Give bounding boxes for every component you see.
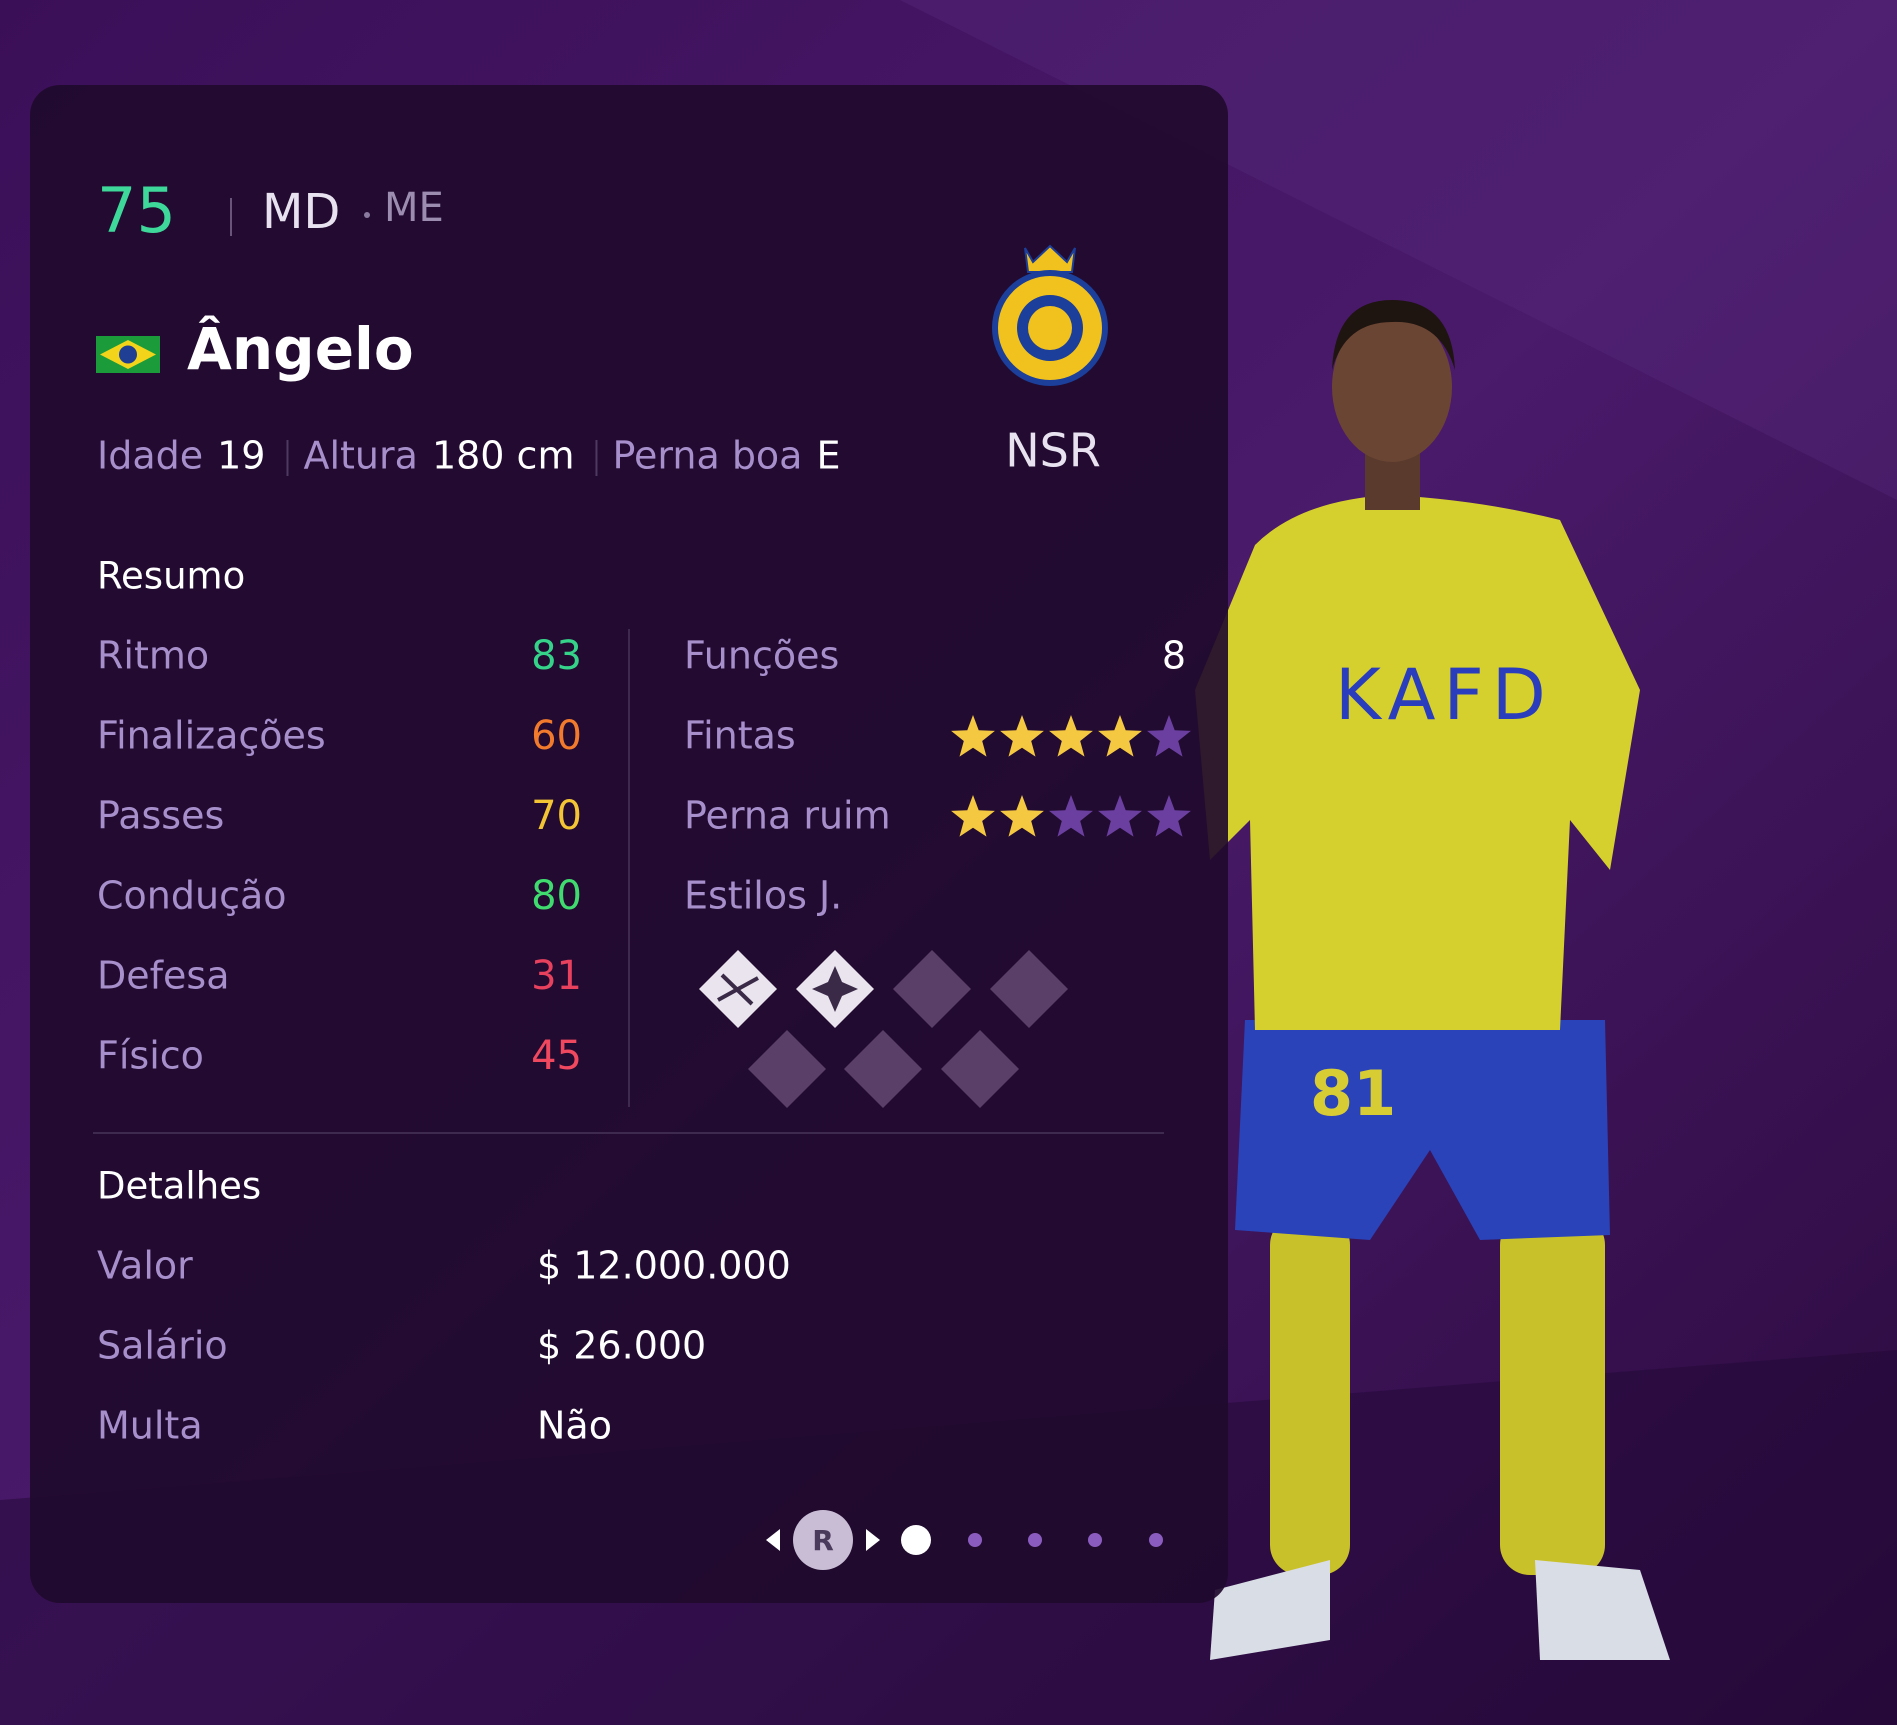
- detail-label: Salário: [97, 1324, 228, 1368]
- position: MD: [262, 184, 340, 240]
- stat-label: Condução: [97, 874, 287, 918]
- stat-label: Físico: [97, 1034, 204, 1078]
- club-crest: [992, 244, 1108, 386]
- weak-foot-label: Perna ruim: [684, 794, 891, 838]
- section-title: Resumo: [97, 555, 245, 598]
- page-dot[interactable]: [901, 1525, 931, 1555]
- star: [1098, 795, 1142, 837]
- star: [1098, 715, 1142, 757]
- stat-value: 45: [531, 1033, 582, 1079]
- info-value: E: [816, 434, 840, 478]
- stat-value: 31: [531, 953, 582, 999]
- stat-label: Defesa: [97, 954, 229, 998]
- star: [951, 715, 995, 757]
- stat-label: Ritmo: [97, 634, 209, 678]
- roles-value: 8: [1162, 634, 1186, 678]
- svg-text:KAFD: KAFD: [1335, 654, 1554, 736]
- pager: R: [766, 1510, 1163, 1570]
- player-figure: 81 KAFD: [1195, 300, 1670, 1660]
- svg-text:81: 81: [1310, 1057, 1396, 1130]
- stats-list: Ritmo 83 Finalizações 60 Passes 70 Condução 80 D…: [97, 633, 582, 1079]
- star: [1147, 795, 1191, 837]
- star-ratings: [951, 715, 1191, 837]
- star: [951, 795, 995, 837]
- stat-value: 70: [531, 793, 582, 839]
- stat-value: 80: [531, 873, 582, 919]
- info-label: Perna boa: [612, 434, 802, 478]
- r-button[interactable]: [793, 1510, 853, 1570]
- info-label: Altura: [303, 434, 417, 478]
- section-title: Detalhes: [97, 1165, 261, 1208]
- detail-label: Multa: [97, 1404, 203, 1448]
- star: [1000, 715, 1044, 757]
- playstyles: [699, 950, 1068, 1108]
- stat-label: Finalizações: [97, 714, 326, 758]
- page-dot[interactable]: [1088, 1533, 1102, 1547]
- info-label: Idade: [97, 434, 203, 478]
- detail-value: Não: [537, 1404, 612, 1448]
- info-value: 19: [217, 434, 265, 478]
- info-row: Idade 19 Altura 180 cm Perna boa E: [97, 434, 840, 478]
- stat-label: Passes: [97, 794, 224, 838]
- info-value: 180 cm: [432, 434, 575, 478]
- star: [1049, 795, 1093, 837]
- separator-dot: [364, 212, 370, 218]
- player-name: Ângelo: [187, 314, 414, 383]
- details-list: Valor $ 12.000.000 Salário $ 26.000 Multa Não: [97, 1244, 791, 1448]
- roles-label: Funções: [684, 634, 839, 678]
- page-dot[interactable]: [1028, 1533, 1042, 1547]
- star: [1000, 795, 1044, 837]
- prev-arrow[interactable]: [766, 1529, 780, 1551]
- flag: [96, 336, 160, 373]
- stat-value: 60: [531, 713, 582, 759]
- alt-position: ME: [384, 185, 444, 231]
- stat-value: 83: [531, 633, 582, 679]
- detail-label: Valor: [97, 1244, 193, 1288]
- star: [1147, 715, 1191, 757]
- page-dot[interactable]: [968, 1533, 982, 1547]
- detail-value: $ 12.000.000: [537, 1244, 791, 1288]
- detail-value: $ 26.000: [537, 1324, 706, 1368]
- playstyles-label: Estilos J.: [684, 874, 842, 918]
- r-button-label: R: [812, 1524, 834, 1557]
- page-dot[interactable]: [1149, 1533, 1163, 1547]
- skill-moves-label: Fintas: [684, 714, 796, 758]
- club-name: NSR: [1005, 424, 1101, 478]
- overall-rating: 75: [97, 174, 176, 247]
- star: [1049, 715, 1093, 757]
- next-arrow[interactable]: [866, 1529, 880, 1551]
